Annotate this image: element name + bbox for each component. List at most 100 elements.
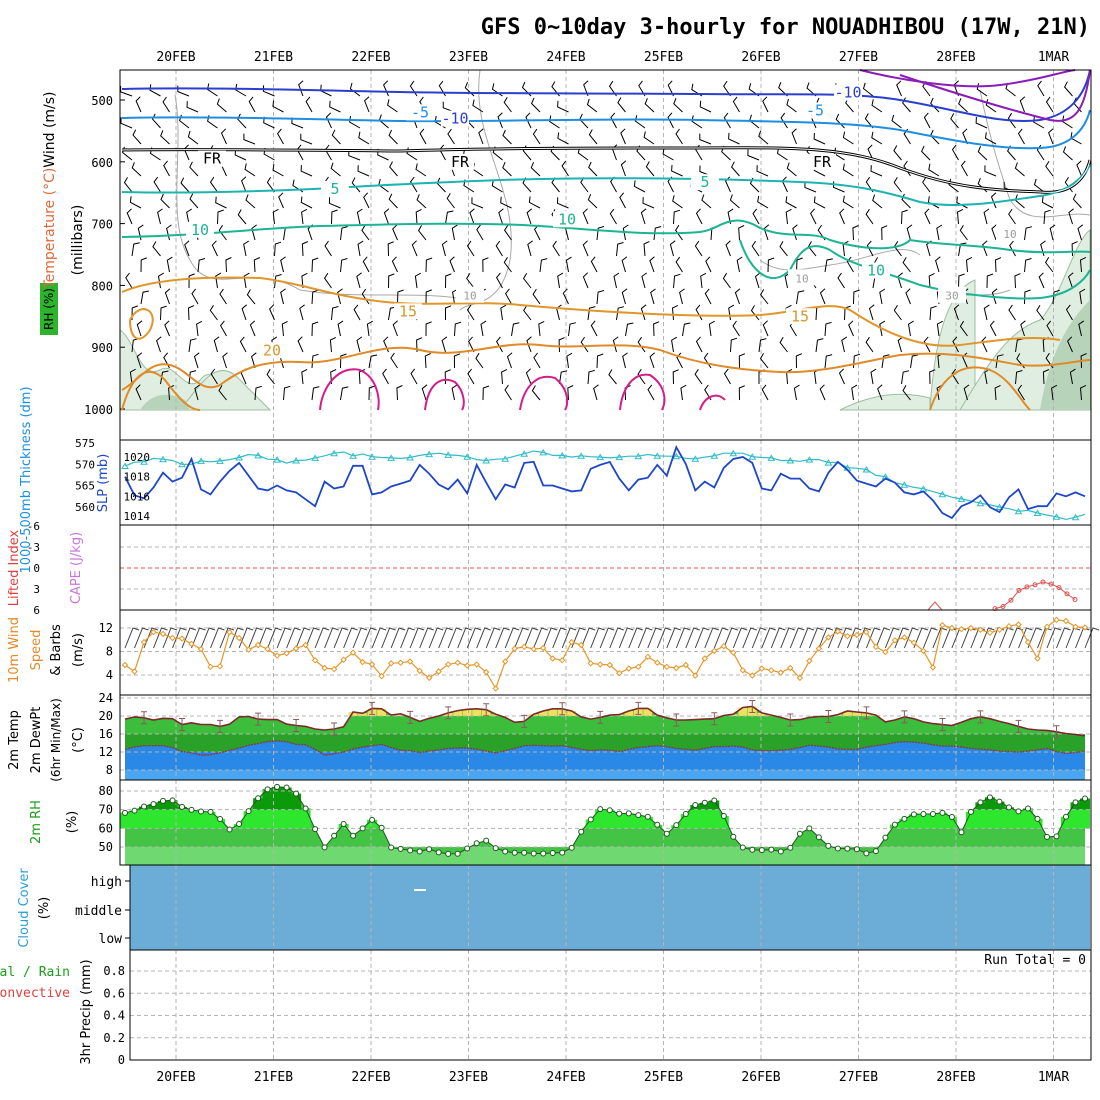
surface-wind-barb	[428, 627, 444, 649]
wind-barb	[638, 80, 646, 97]
rh-point	[644, 813, 651, 820]
rh-point	[483, 837, 490, 844]
wind-speed-point	[549, 655, 556, 662]
surface-wind-barb	[542, 627, 558, 649]
contour-label: FR	[813, 153, 832, 171]
wind-barb	[246, 289, 256, 305]
wind-barb	[842, 131, 854, 145]
date-label-top: 21FEB	[254, 50, 293, 65]
wind-speed-point	[159, 630, 167, 638]
surface-wind-barb	[571, 627, 586, 649]
wind-barb	[244, 163, 256, 177]
thickness-point	[938, 490, 947, 498]
contour-label: 5	[330, 180, 339, 198]
wind-barb	[958, 273, 965, 289]
wind-barb	[451, 224, 458, 241]
wind-barb	[640, 208, 647, 225]
wind-barb	[842, 195, 854, 209]
wind-speed-point	[606, 661, 614, 669]
thickness-tick: 560	[75, 501, 95, 514]
wind-barb	[410, 368, 418, 385]
surface-wind-barb	[1008, 627, 1024, 649]
wind-barb	[504, 288, 512, 305]
wind-barb	[1015, 370, 1023, 385]
rh-point	[530, 850, 537, 857]
temp-minmax-bar	[559, 702, 566, 716]
wind-barb	[425, 289, 432, 305]
rh-point	[844, 845, 851, 852]
wind-barb	[1063, 81, 1073, 97]
wind-barb	[1079, 288, 1086, 305]
surface-wind-barb	[903, 627, 919, 649]
lifted-index-point	[1032, 582, 1038, 588]
surface-wind-barb	[552, 627, 567, 649]
rh-shade-area	[839, 393, 931, 411]
wind-barb	[619, 192, 626, 209]
rh-tick: 60	[99, 821, 113, 835]
rh-point	[359, 825, 366, 832]
wind-barb	[163, 160, 170, 177]
wind-barb	[616, 306, 625, 321]
rh-point	[654, 821, 661, 828]
date-label-top: 1MAR	[1038, 50, 1069, 65]
wind-barb	[502, 129, 512, 145]
wind-barb	[930, 97, 940, 113]
wind-barb	[511, 322, 520, 337]
wind-barb	[906, 224, 913, 241]
wind-barb	[903, 160, 911, 177]
contour-label: FR	[203, 150, 222, 168]
wind-barb	[249, 320, 256, 337]
wind-speed-point	[558, 657, 566, 664]
wind-barb	[216, 98, 227, 113]
wind-speed-point	[482, 668, 490, 676]
wind-barb	[1078, 320, 1085, 337]
rh-point	[958, 829, 965, 836]
wind-speed-point	[425, 674, 433, 682]
wind-barb	[164, 320, 170, 337]
wind-barb	[580, 336, 589, 353]
rh-point	[350, 832, 357, 839]
rh-point	[948, 813, 955, 820]
surface-wind-barb	[362, 627, 377, 649]
rh-point	[131, 807, 138, 814]
contour-label-bg	[996, 224, 1024, 241]
rh-point	[369, 816, 376, 823]
wind-speed-point	[1043, 623, 1051, 631]
date-label-top: 27FEB	[839, 50, 878, 65]
wind-speed-point	[321, 664, 328, 672]
wind-barb	[416, 194, 427, 209]
lifted-index-point	[1056, 585, 1062, 591]
surface-wind-barb	[219, 627, 235, 649]
contour-label: -5	[806, 102, 824, 120]
wind-barb	[751, 240, 760, 257]
wind-barb	[793, 384, 800, 401]
wind-barb	[680, 384, 687, 401]
surface-wind-barb	[713, 627, 729, 649]
wind-barb	[902, 385, 911, 401]
wind-barb	[358, 131, 370, 145]
surface-wind-barb	[352, 627, 368, 649]
wind-barb	[391, 256, 398, 273]
wind-barb	[323, 272, 332, 289]
wind-barb	[867, 144, 874, 161]
wind-barb	[218, 225, 227, 241]
contour-label-bg	[553, 211, 581, 228]
wind-barb	[438, 80, 446, 97]
wind-barb	[330, 162, 341, 177]
wind-barb	[189, 193, 199, 209]
temp-minmax-bar	[711, 712, 718, 726]
wind-barb	[383, 208, 390, 225]
contour-label-bg	[441, 110, 469, 127]
precip-tick: 0.6	[103, 986, 125, 1000]
surface-wind-barb	[333, 627, 349, 649]
wind-barb	[1007, 112, 1016, 129]
wind-speed-point	[948, 624, 956, 632]
wind-barb	[725, 240, 731, 257]
wind-barb	[568, 322, 576, 337]
wind-barb	[1017, 128, 1025, 145]
wind-barb	[296, 144, 304, 161]
surface-wind-barb	[162, 627, 178, 649]
wind-barb	[643, 131, 655, 145]
date-label-bottom: 26FEB	[741, 1070, 780, 1085]
warm-contour	[319, 368, 380, 411]
